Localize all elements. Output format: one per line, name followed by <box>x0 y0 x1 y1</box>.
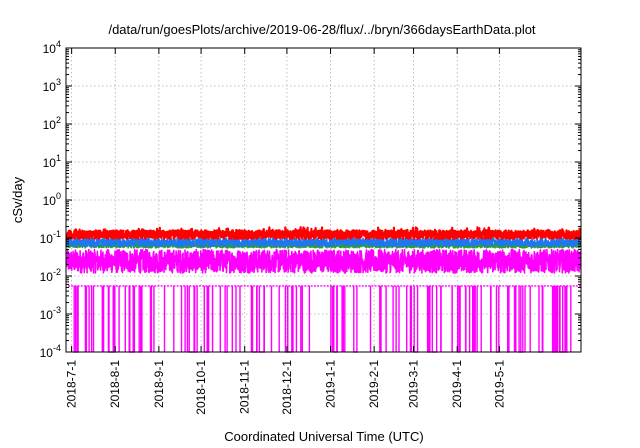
x-tick-label: 2019-2-1 <box>367 360 381 408</box>
x-tick-label: 2019-4-1 <box>450 360 464 408</box>
y-axis-label: cSv/day <box>10 176 25 223</box>
chart-title: /data/run/goesPlots/archive/2019-06-28/f… <box>108 22 535 37</box>
x-tick-label: 2018-9-1 <box>152 360 166 408</box>
grid <box>66 47 581 353</box>
x-axis: 2018-7-1 2018-8-1 2018-9-1 2018-10-1 2018-11… <box>65 48 506 415</box>
x-axis-label: Coordinated Universal Time (UTC) <box>224 429 423 444</box>
series-dropouts <box>68 285 581 353</box>
x-tick-label: 2019-3-1 <box>407 360 421 408</box>
x-tick-label: 2019-1-1 <box>324 360 338 408</box>
x-tick-label: 2018-7-1 <box>65 360 79 408</box>
series-line <box>65 226 582 240</box>
y-tick-label: 100 <box>43 191 61 208</box>
x-tick-label: 2018-12-1 <box>280 360 294 415</box>
y-tick-label: 10-3 <box>40 305 61 322</box>
y-tick-label: 10-2 <box>40 267 61 284</box>
series-line <box>66 248 581 274</box>
y-tick-label: 104 <box>43 39 61 56</box>
series-layer <box>65 226 582 353</box>
y-tick-label: 103 <box>43 77 61 94</box>
x-tick-label: 2018-11-1 <box>238 360 252 414</box>
x-tick-label: 2019-5-1 <box>492 360 506 408</box>
y-tick-label: 102 <box>43 115 61 132</box>
y-tick-label: 10-4 <box>40 343 61 360</box>
x-tick-label: 2018-10-1 <box>194 360 208 415</box>
y-tick-label: 10-1 <box>40 229 61 246</box>
y-axis: 10-4 10-3 10-2 10-1 100 101 102 103 104 <box>40 39 581 360</box>
y-tick-label: 101 <box>43 153 61 170</box>
x-tick-label: 2018-8-1 <box>108 360 122 408</box>
